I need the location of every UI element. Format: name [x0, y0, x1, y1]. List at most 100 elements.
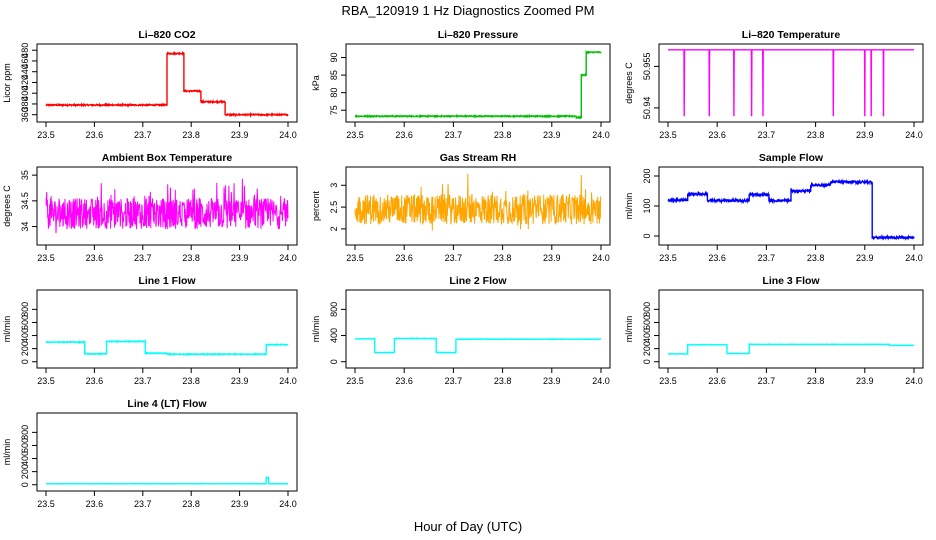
- x-tick-label: 23.5: [37, 253, 55, 263]
- x-tick-label: 23.7: [134, 130, 152, 140]
- panel-title: Line 3 Flow: [762, 275, 820, 287]
- x-tick-label: 23.7: [445, 253, 463, 263]
- x-tick-label: 23.6: [86, 130, 104, 140]
- y-tick-label: 200: [20, 341, 30, 356]
- x-tick-label: 23.7: [134, 376, 152, 386]
- y-tick-label: 200: [642, 341, 652, 356]
- y-tick-label: 360: [20, 107, 30, 122]
- x-tick-label: 23.5: [659, 253, 677, 263]
- y-axis-label: ml/min: [311, 316, 321, 343]
- plot-frame: [345, 166, 611, 246]
- x-tick-label: 23.6: [86, 376, 104, 386]
- y-tick-label: 600: [20, 315, 30, 330]
- x-tick-label: 23.5: [37, 376, 55, 386]
- x-tick-label: 24.0: [279, 376, 297, 386]
- y-tick-label: 400: [20, 328, 30, 343]
- panel-line1: Line 1 Flow ml/min 23.5 23.6 23.7 23.8 23.9 24.…: [2, 275, 298, 386]
- panel-pressure: Li–820 Pressure kPa 23.5 23.6 23.7 23.8 23.9 24…: [311, 29, 611, 140]
- x-tick-label: 23.6: [708, 130, 726, 140]
- x-tick-label: 23.6: [86, 253, 104, 263]
- x-tick-label: 23.8: [807, 130, 825, 140]
- plot-frame: [658, 289, 924, 369]
- panel-title: Li–820 Pressure: [438, 29, 519, 41]
- x-tick-label: 23.9: [231, 130, 249, 140]
- y-axis-label: ml/min: [2, 316, 12, 343]
- panel-title: Line 2 Flow: [449, 275, 507, 287]
- series-line-line2: [355, 337, 602, 354]
- x-tick-label: 23.5: [37, 130, 55, 140]
- y-tick-label: 600: [20, 438, 30, 453]
- x-tick-label: 23.8: [182, 253, 200, 263]
- series-line-pressure: [354, 49, 602, 120]
- y-tick-label: 800: [20, 425, 30, 440]
- y-tick-label: 0: [329, 359, 339, 364]
- series-line-temp820: [668, 49, 914, 117]
- panel-rh: Gas Stream RH percent 23.5 23.6 23.7 23.8 23.9…: [311, 152, 611, 263]
- figure-title: RBA_120919 1 Hz Diagnostics Zoomed PM: [342, 3, 595, 18]
- y-tick-label: 2.5: [329, 201, 339, 214]
- y-tick-label: 600: [642, 315, 652, 330]
- y-tick-label: 440: [20, 64, 30, 79]
- x-tick-label: 23.8: [807, 253, 825, 263]
- x-tick-label: 23.8: [494, 253, 512, 263]
- y-tick-label: 80: [329, 88, 339, 98]
- y-tick-label: 420: [20, 75, 30, 90]
- panel-co2: Li–820 CO2 Licor ppm 23.5 23.6 23.7 23.8 23.9 2…: [2, 29, 298, 140]
- y-tick-label: 200: [642, 168, 652, 183]
- y-tick-label: 800: [329, 302, 339, 317]
- series-line-line4: [45, 476, 289, 485]
- plot-frame: [36, 166, 298, 246]
- panel-title: Li–820 Temperature: [742, 29, 841, 41]
- panel-ambient: Ambient Box Temperature degrees C 23.5 23.6…: [2, 152, 298, 263]
- y-axis-label: percent: [311, 190, 321, 221]
- panel-line2: Line 2 Flow ml/min 23.5 23.6 23.7 23.8 23.9 24.…: [311, 275, 611, 386]
- x-tick-label: 24.0: [279, 130, 297, 140]
- x-tick-label: 23.5: [659, 130, 677, 140]
- y-tick-label: 0: [20, 359, 30, 364]
- y-axis-label: ml/min: [2, 439, 12, 466]
- figure-xlabel: Hour of Day (UTC): [414, 519, 522, 534]
- x-tick-label: 24.0: [279, 253, 297, 263]
- x-tick-label: 24.0: [905, 376, 923, 386]
- y-tick-label: 480: [20, 43, 30, 58]
- plot-frame: [345, 43, 611, 123]
- x-tick-label: 23.9: [231, 253, 249, 263]
- x-tick-label: 23.7: [758, 130, 776, 140]
- y-tick-label: 85: [329, 70, 339, 80]
- y-axis-label: ml/min: [624, 316, 634, 343]
- series-line-co2: [45, 50, 289, 118]
- x-tick-label: 23.9: [231, 376, 249, 386]
- panel-sample: Sample Flow ml/min 23.5 23.6 23.7 23.8 23.9 24.…: [624, 152, 924, 263]
- x-tick-label: 23.8: [494, 130, 512, 140]
- y-tick-label: 100: [642, 198, 652, 213]
- y-tick-label: 3: [329, 183, 339, 188]
- x-tick-label: 24.0: [592, 130, 610, 140]
- x-tick-label: 24.0: [592, 253, 610, 263]
- series-line-ambient: [45, 178, 289, 234]
- plot-frame: [36, 43, 298, 123]
- plot-frame: [36, 289, 298, 369]
- y-tick-label: 400: [329, 328, 339, 343]
- x-tick-label: 23.8: [182, 376, 200, 386]
- x-tick-label: 23.6: [708, 253, 726, 263]
- x-tick-label: 24.0: [905, 130, 923, 140]
- y-tick-label: 34.5: [20, 192, 30, 210]
- x-tick-label: 23.9: [231, 499, 249, 509]
- x-tick-label: 23.8: [807, 376, 825, 386]
- x-tick-label: 24.0: [592, 376, 610, 386]
- y-tick-label: 50.955: [642, 53, 652, 81]
- y-axis-label: ml/min: [624, 193, 634, 220]
- x-tick-label: 23.5: [346, 130, 364, 140]
- x-tick-label: 23.6: [395, 130, 413, 140]
- panel-temp820: Li–820 Temperature degrees C 23.5 23.6 23.7 2…: [624, 29, 924, 140]
- y-tick-label: 0: [642, 359, 652, 364]
- panel-line4: Line 4 (LT) Flow ml/min 23.5 23.6 23.7 23.8 23…: [2, 398, 298, 509]
- y-tick-label: 2: [329, 226, 339, 231]
- x-tick-label: 23.9: [543, 376, 561, 386]
- plot-frame: [658, 166, 924, 246]
- x-tick-label: 23.7: [758, 376, 776, 386]
- x-tick-label: 23.9: [543, 130, 561, 140]
- plot-frame: [345, 289, 611, 369]
- x-tick-label: 23.7: [445, 376, 463, 386]
